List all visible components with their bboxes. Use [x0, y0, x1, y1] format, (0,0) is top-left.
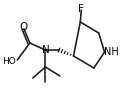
Text: HO: HO: [3, 57, 16, 66]
Text: O: O: [19, 22, 27, 32]
Text: F: F: [78, 4, 84, 14]
Text: N: N: [41, 45, 49, 55]
Text: NH: NH: [104, 47, 119, 57]
